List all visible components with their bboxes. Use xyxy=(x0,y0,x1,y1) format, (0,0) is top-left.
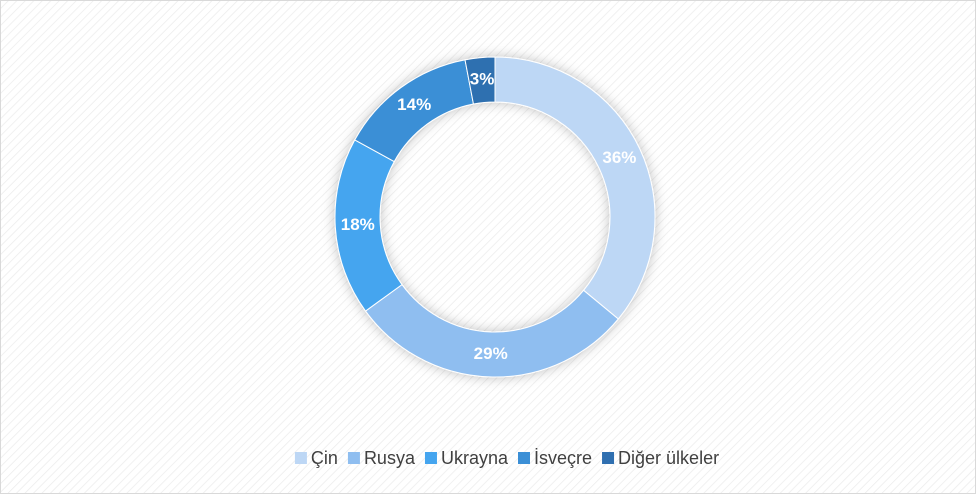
legend-swatch xyxy=(602,452,615,464)
legend-swatch xyxy=(347,452,360,464)
legend-swatch xyxy=(424,452,437,464)
legend-label: Ukrayna xyxy=(441,448,509,468)
legend-swatch xyxy=(294,452,307,464)
legend-swatch xyxy=(518,452,530,464)
data-label: 14% xyxy=(397,95,431,114)
data-label: 3% xyxy=(470,70,495,89)
legend-label: Diğer ülkeler xyxy=(618,448,719,468)
data-label: 29% xyxy=(474,344,508,363)
legend-label: İsveçre xyxy=(534,448,592,468)
legend-label: Çin xyxy=(311,448,338,468)
legend: Çin Rusya Ukrayna İsveçre Diğer ülkeler xyxy=(294,448,719,468)
donut-segment xyxy=(464,56,496,105)
data-label: 18% xyxy=(341,215,375,234)
donut xyxy=(334,56,656,378)
donut-segment xyxy=(494,56,656,320)
legend-label: Rusya xyxy=(364,448,416,468)
data-labels: 36% 29% 18% 14% 3% xyxy=(341,70,637,363)
data-label: 36% xyxy=(602,148,636,167)
